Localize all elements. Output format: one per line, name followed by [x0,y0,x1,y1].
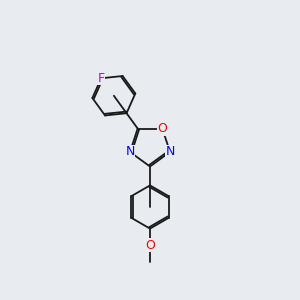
Text: O: O [158,122,167,135]
Text: N: N [125,146,135,158]
Text: F: F [98,72,105,85]
Text: O: O [145,238,155,252]
Text: N: N [165,146,175,158]
